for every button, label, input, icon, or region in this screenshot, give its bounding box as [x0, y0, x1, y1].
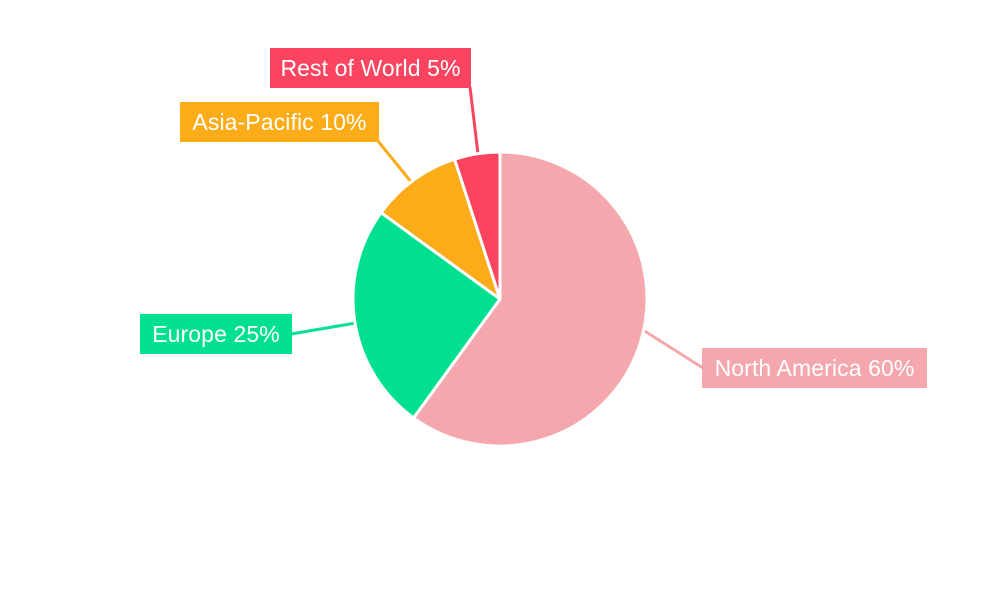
slice-label-text: North America 60% [714, 354, 915, 381]
slice-label-text: Rest of World 5% [280, 54, 461, 81]
slice-label-text: Asia-Pacific 10% [192, 108, 367, 135]
slice-label-asia-pacific[interactable]: Asia-Pacific 10% [180, 102, 379, 142]
leader-line-europe [290, 321, 357, 336]
pie-wedge-group [351, 150, 649, 448]
pie-wedge-europe[interactable] [351, 211, 502, 420]
leader-line-group [290, 86, 704, 370]
pie-wedge-asia-pacific[interactable] [379, 157, 502, 301]
pie-wedge-north-america[interactable] [412, 150, 649, 448]
slice-label-north-america[interactable]: North America 60% [702, 348, 927, 388]
pie-wedge-rest-of-world[interactable] [453, 150, 502, 301]
slice-label-text: Europe 25% [152, 320, 280, 347]
leader-line-north-america [642, 328, 704, 370]
leader-line-asia-pacific [376, 140, 414, 184]
slice-label-rest-of-world[interactable]: Rest of World 5% [270, 48, 471, 88]
slice-label-europe[interactable]: Europe 25% [140, 314, 292, 354]
leader-line-rest-of-world [468, 86, 480, 155]
